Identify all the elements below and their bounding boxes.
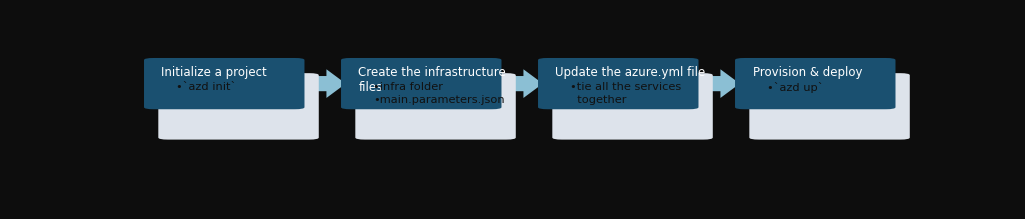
- Text: •tie all the services
  together: •tie all the services together: [570, 82, 681, 105]
- FancyBboxPatch shape: [735, 58, 896, 109]
- FancyBboxPatch shape: [552, 73, 712, 140]
- Text: •`azd up`: •`azd up`: [767, 82, 823, 93]
- FancyBboxPatch shape: [341, 58, 501, 109]
- FancyBboxPatch shape: [144, 58, 304, 109]
- FancyBboxPatch shape: [749, 73, 910, 140]
- FancyBboxPatch shape: [158, 73, 319, 140]
- Text: •`azd init`: •`azd init`: [176, 82, 236, 92]
- Polygon shape: [694, 69, 740, 98]
- FancyBboxPatch shape: [356, 73, 516, 140]
- Text: Initialize a project: Initialize a project: [162, 66, 268, 79]
- Text: Create the infrastructure
files: Create the infrastructure files: [359, 66, 506, 94]
- FancyBboxPatch shape: [538, 58, 698, 109]
- Polygon shape: [497, 69, 543, 98]
- Text: Provision & deploy: Provision & deploy: [752, 66, 862, 79]
- Polygon shape: [299, 69, 345, 98]
- Text: •infra folder
•main.parameters.json: •infra folder •main.parameters.json: [373, 82, 504, 105]
- Text: Update the azure.yml file: Update the azure.yml file: [556, 66, 706, 79]
